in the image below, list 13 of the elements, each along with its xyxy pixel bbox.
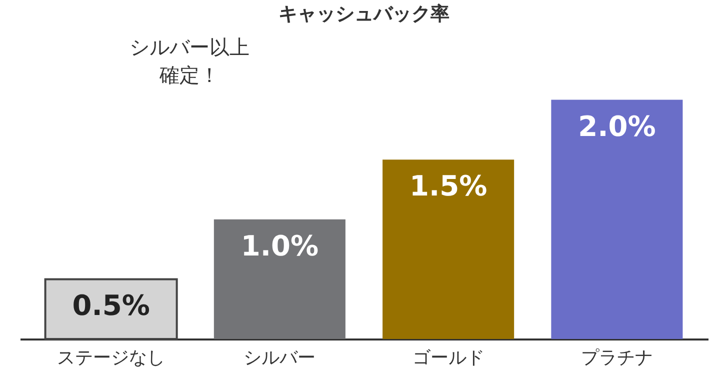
bar — [382, 160, 514, 339]
bar — [551, 100, 683, 339]
text: シルバー以上確定！ — [130, 35, 250, 87]
chart-title: キャッシュバック率 — [278, 3, 450, 25]
data-label: 1.5% — [409, 170, 488, 203]
data-label: 0.5% — [72, 289, 150, 322]
x-tick-label: シルバー — [244, 348, 316, 368]
data-label: 2.0% — [578, 110, 656, 143]
x-tick-label: ステージなし — [57, 348, 166, 368]
x-tick-label: ゴールド — [412, 348, 484, 368]
x-tick-label: プラチナ — [580, 348, 653, 368]
bar — [214, 219, 346, 339]
data-label: 1.0% — [240, 229, 319, 262]
